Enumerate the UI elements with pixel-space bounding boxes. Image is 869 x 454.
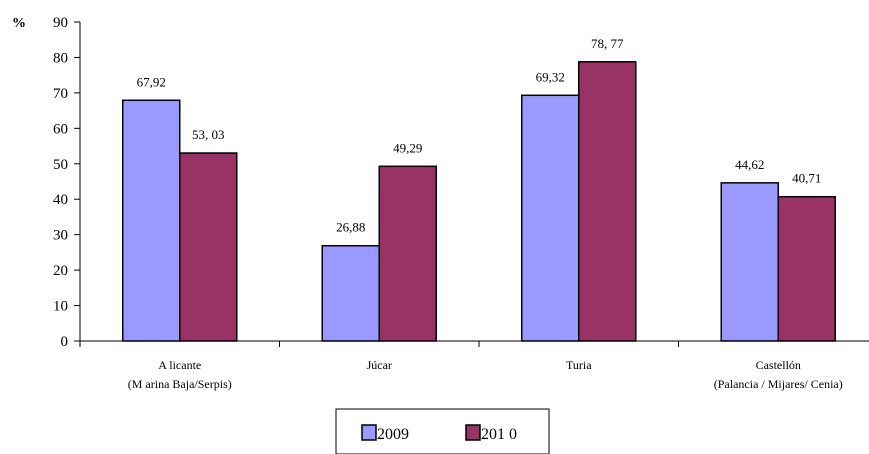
y-tick-label: 90 [53,15,68,31]
data-label: 53, 03 [192,127,225,142]
y-tick-label: 50 [53,157,68,173]
category-label: Júcar [367,358,392,372]
y-tick-label: 20 [53,263,68,279]
y-tick-label: 70 [53,86,68,102]
y-axis-label: % [12,16,26,31]
category-labels: A licante (M arina Baja/Serpis) Júcar Turia… [79,341,843,391]
data-label: 49,29 [393,140,422,155]
bar-2010-3 [777,195,836,342]
y-tick-label: 0 [61,334,69,350]
data-label: 69,32 [536,69,565,84]
bar-2009-2 [521,94,580,342]
y-tick-label: 80 [53,50,68,66]
y-tick-label: 60 [53,121,68,137]
y-tick-label: 30 [53,228,68,244]
legend: 2009 201 0 [335,408,550,454]
y-ticks: 0 10 20 30 40 50 60 70 80 90 [53,15,80,350]
legend-swatch [361,424,377,441]
data-label: 44,62 [735,157,764,172]
legend-swatch [465,424,481,441]
category-label: Turia [566,358,592,372]
legend-label: 201 0 [481,426,517,443]
bar-2010-0 [179,152,238,342]
bar-2009-1 [321,244,380,342]
bar-2010-1 [378,165,437,342]
category-label: Castellón [756,358,801,372]
category-label: A licante [158,358,201,372]
bar-2009-0 [122,99,181,342]
data-label: 26,88 [336,220,365,235]
category-label: (Palancia / Mijares/ Cenia) [714,377,843,391]
y-tick-label: 40 [53,192,68,208]
bars: 67,92 53, 03 26,88 49,29 69,32 78, 77 44,62 40,… [122,36,836,342]
data-label: 67,92 [137,74,166,89]
data-label: 78, 77 [591,36,624,51]
legend-label: 2009 [377,426,409,443]
data-label: 40,71 [792,171,821,186]
bar-2010-2 [578,61,637,342]
y-tick-label: 10 [53,299,68,315]
category-label: (M arina Baja/Serpis) [128,377,232,391]
bar-2009-3 [720,182,779,342]
